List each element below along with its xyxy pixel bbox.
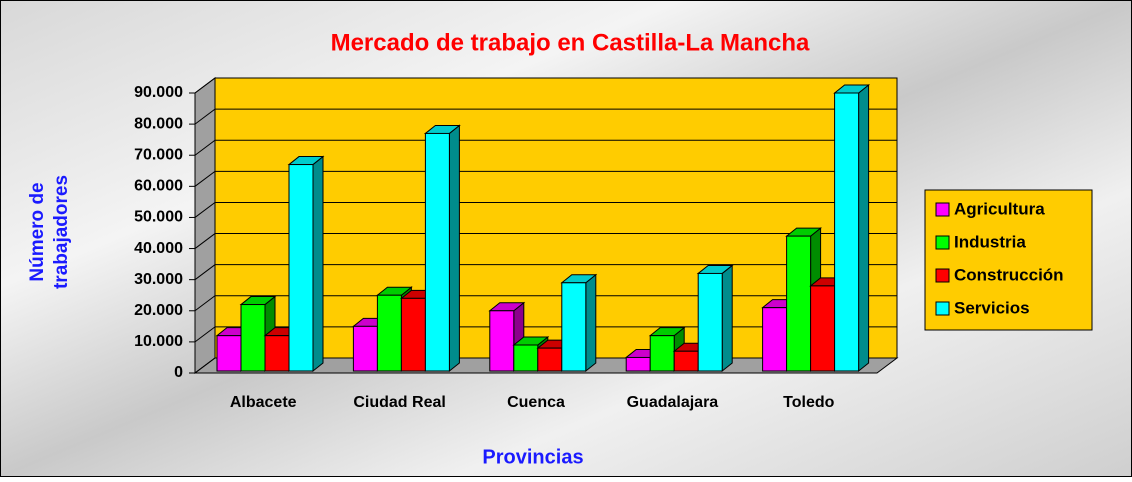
y-tick-label: 60.000 — [134, 178, 183, 195]
bar-front — [649, 335, 675, 372]
y-axis-title-line: trabajadores — [51, 175, 72, 289]
legend-label: Industria — [954, 232, 1026, 251]
bar-front — [561, 282, 587, 372]
chart-title: Mercado de trabajo en Castilla-La Mancha — [331, 29, 810, 56]
x-tick-label: Ciudad Real — [353, 394, 445, 411]
bar — [423, 124, 461, 373]
y-axis-title: Número de trabajadores — [27, 175, 72, 289]
bar-side — [858, 83, 870, 373]
x-tick-label: Cuenca — [507, 394, 565, 411]
bar-front — [288, 164, 314, 372]
grid-line — [194, 264, 897, 281]
bar-front — [424, 132, 450, 372]
legend-label: Construcción — [954, 265, 1064, 284]
bar-front — [352, 325, 378, 372]
bar-front — [697, 272, 723, 372]
y-tick-label: 20.000 — [134, 302, 183, 319]
legend — [924, 189, 1093, 331]
bar-front — [216, 335, 242, 372]
legend-swatch — [935, 202, 950, 217]
legend-swatch — [935, 268, 950, 283]
grid-line — [194, 326, 897, 343]
legend-label: Agricultura — [954, 199, 1045, 218]
bar-front — [834, 92, 860, 372]
bar-side — [585, 273, 597, 373]
bar-front — [537, 347, 563, 372]
x-tick-label: Toledo — [783, 394, 834, 411]
legend-entries: Agricultura Industria Construcción Servicio… — [935, 199, 1064, 317]
x-tick-label: Guadalajara — [627, 394, 719, 411]
bar-front — [240, 304, 266, 372]
bar — [833, 83, 871, 373]
legend-swatch — [935, 301, 950, 316]
x-tick-label: Albacete — [230, 394, 297, 411]
bar-front — [400, 297, 426, 372]
y-tick-label: 30.000 — [134, 271, 183, 288]
bar-front — [810, 285, 836, 372]
y-tick-label: 90.000 — [134, 84, 183, 101]
grid-line — [194, 77, 897, 94]
y-tick-label: 40.000 — [134, 240, 183, 257]
bar-side — [448, 124, 460, 373]
bar — [696, 264, 734, 373]
bar — [648, 326, 686, 373]
y-tick-label: 10.000 — [134, 333, 183, 350]
bar-side — [312, 155, 324, 373]
bar-front — [786, 235, 812, 372]
legend-label: Servicios — [954, 298, 1030, 317]
legend-swatch — [935, 235, 950, 250]
grid-line — [194, 233, 897, 249]
plot-area: 0 10.000 20.000 30.000 40.000 50.000 60.000 70.… — [134, 77, 899, 411]
y-tick-label: 0 — [174, 364, 183, 381]
grid-line — [194, 170, 897, 187]
y-tick-label: 80.000 — [134, 115, 183, 132]
bar-front — [376, 294, 402, 372]
bar — [287, 155, 325, 373]
y-tick-label: 70.000 — [134, 146, 183, 163]
grid-line — [194, 139, 897, 156]
bar-front — [625, 356, 651, 372]
grid-line — [194, 295, 897, 312]
y-tick-label: 50.000 — [134, 209, 183, 226]
y-axis-title-line: Número de — [27, 182, 48, 281]
bar-front — [673, 350, 699, 372]
x-axis-title: Provincias — [482, 446, 583, 468]
bar-front — [762, 307, 788, 372]
bar — [560, 273, 598, 373]
bar-front — [264, 335, 290, 372]
bar-front — [489, 310, 515, 372]
grid-line — [194, 201, 897, 218]
grid-line — [194, 108, 897, 125]
bar-side — [721, 264, 733, 373]
bar-front — [513, 344, 539, 372]
